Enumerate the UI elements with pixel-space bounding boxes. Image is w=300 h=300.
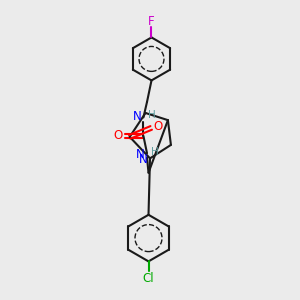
Text: N: N [139, 153, 148, 166]
Text: O: O [114, 130, 123, 142]
Text: F: F [148, 15, 155, 28]
Text: Cl: Cl [143, 272, 154, 285]
Text: O: O [153, 120, 162, 133]
Text: H: H [152, 147, 159, 157]
Text: H: H [148, 110, 156, 120]
Text: N: N [136, 148, 145, 161]
Text: N: N [133, 110, 141, 123]
